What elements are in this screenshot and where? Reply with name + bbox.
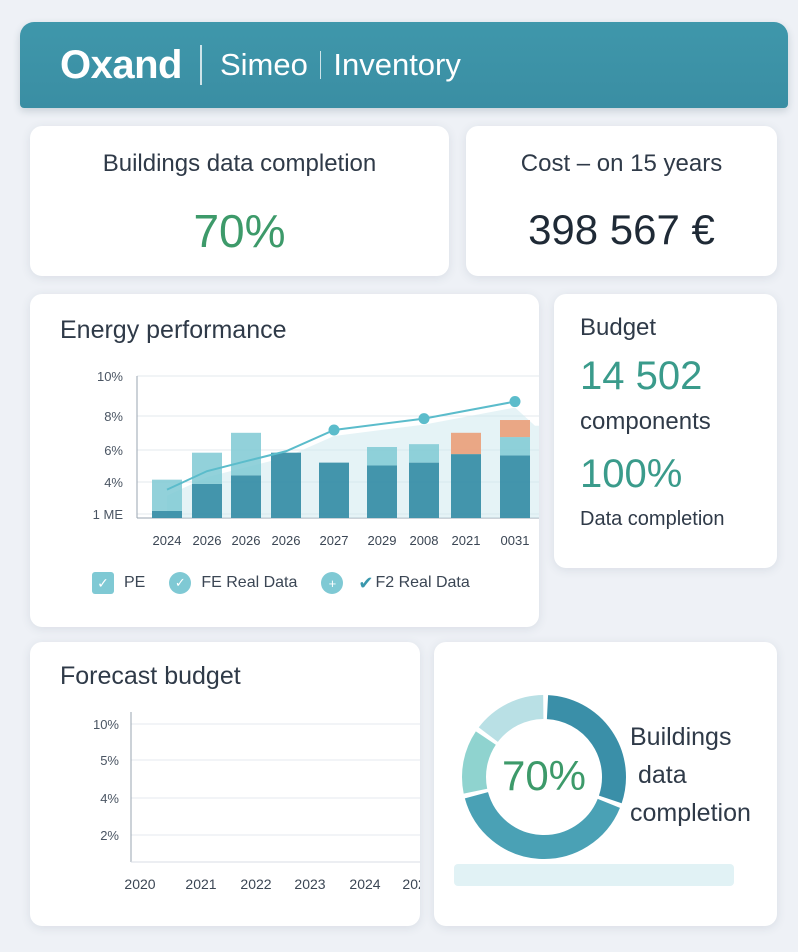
y-tick-label: 5% [100, 753, 119, 768]
app-header: Oxand Simeo Inventory [20, 22, 788, 108]
donut-value: 70% [501, 752, 587, 799]
energy-bar [409, 444, 439, 463]
energy-bar [231, 475, 261, 518]
energy-bar [367, 465, 397, 518]
legend-item-fe[interactable]: ✓ FE Real Data [169, 572, 297, 594]
budget-components-label: components [580, 408, 711, 435]
y-tick-label: 8% [104, 409, 123, 424]
check-circle-icon: ✓ [169, 572, 192, 594]
donut-label: Buildings data completion [630, 718, 751, 832]
energy-bar [271, 452, 301, 518]
energy-bar [409, 462, 439, 518]
energy-bar [231, 432, 261, 476]
energy-line-point [509, 396, 521, 408]
donut-label-line: data [638, 761, 687, 789]
x-tick-label: 2026 [193, 533, 222, 548]
check-icon: ✔ [358, 572, 374, 593]
kpi-completion-card: Buildings data completion 70% [30, 126, 449, 276]
kpi-cost-value: 398 567 € [528, 206, 715, 253]
budget-completion-label: Data completion [580, 508, 725, 530]
energy-bar [367, 447, 397, 466]
donut-segment-filled [464, 791, 620, 859]
y-tick-label: 10% [97, 369, 123, 384]
legend-item-f2[interactable]: + ✔ F2 Real Data [321, 572, 470, 594]
y-tick-label: 4% [104, 475, 123, 490]
x-tick-label: 2008 [410, 533, 439, 548]
product-name[interactable]: Simeo [219, 47, 308, 82]
y-tick-label: 6% [104, 443, 123, 458]
donut-shadow [454, 864, 734, 886]
y-tick-label: 1 ME [93, 507, 124, 522]
check-box-icon: ✓ [92, 572, 114, 594]
kpi-cost-title: Cost – on 15 years [520, 150, 723, 177]
forecast-chart: 10% 5% 4% 2% 2020 2021 2022 2023 2024 2025 [93, 712, 420, 892]
x-tick-label: 2023 [294, 876, 325, 892]
x-tick-label: 2022 [240, 876, 271, 892]
energy-line-point [328, 424, 340, 436]
header-divider [319, 51, 322, 79]
x-tick-label: 2021 [185, 876, 216, 892]
x-tick-label: 0031 [501, 533, 530, 548]
energy-bar [500, 437, 530, 456]
budget-title: Budget [580, 314, 657, 341]
module-name[interactable]: Inventory [333, 47, 461, 82]
x-tick-label: 2026 [232, 533, 261, 548]
kpi-completion-title: Buildings data completion [102, 150, 377, 177]
forecast-budget-title: Forecast budget [60, 662, 241, 690]
energy-line-point [418, 413, 430, 425]
x-tick-label: 2025 [402, 876, 420, 892]
energy-performance-title: Energy performance [60, 316, 287, 344]
x-tick-label: 2021 [452, 533, 481, 548]
budget-completion-value: 100% [580, 452, 683, 496]
energy-bar [500, 420, 530, 438]
y-tick-label: 10% [93, 717, 119, 732]
forecast-budget-card: Forecast budget 10% 5% 4% 2% 2020 2021 2022 202… [30, 642, 420, 926]
legend-label: PE [124, 574, 146, 591]
brand-logo[interactable]: Oxand [60, 42, 182, 87]
kpi-completion-value: 70% [193, 205, 286, 257]
legend-item-pe[interactable]: ✓ PE [92, 572, 145, 594]
energy-bar [192, 483, 222, 518]
x-tick-label: 2024 [349, 876, 380, 892]
budget-card: Budget 14 502 components 100% Data compl… [554, 294, 777, 568]
x-tick-label: 2027 [320, 533, 349, 548]
header-divider [199, 45, 202, 85]
x-tick-label: 2024 [153, 533, 182, 548]
energy-bar [152, 510, 182, 518]
energy-bar [451, 454, 481, 518]
y-tick-label: 4% [100, 791, 119, 806]
energy-bar [500, 455, 530, 518]
energy-bar [451, 432, 481, 455]
energy-bar [319, 462, 349, 518]
y-tick-label: 2% [100, 828, 119, 843]
x-tick-label: 2020 [124, 876, 155, 892]
donut-segment-remaining [478, 695, 544, 743]
x-tick-label: 2029 [368, 533, 397, 548]
energy-performance-card: Energy performance 1 ME 4% 6% 8% 10% 2024 2026… [30, 294, 539, 627]
donut-segment-remaining [462, 731, 497, 794]
plus-circle-icon: + [321, 572, 344, 594]
legend-label: FE Real Data [201, 574, 298, 591]
donut-label-line: completion [630, 799, 751, 827]
donut-chart [454, 695, 734, 886]
donut-segment-filled [546, 695, 626, 804]
x-tick-label: 2026 [272, 533, 301, 548]
kpi-cost-card: Cost – on 15 years 398 567 € [466, 126, 777, 276]
donut-label-line: Buildings [630, 723, 732, 751]
budget-components-value: 14 502 [580, 354, 703, 398]
energy-chart: 1 ME 4% 6% 8% 10% 2024 2026 2026 2026 2027 2029 200… [93, 369, 539, 548]
energy-area [167, 407, 539, 518]
legend-label: F2 Real Data [375, 574, 470, 591]
completion-donut-card: 70% Buildings data completion [434, 642, 777, 926]
energy-legend: ✓ PE ✓ FE Real Data + ✔ F2 Real Data [92, 572, 494, 594]
